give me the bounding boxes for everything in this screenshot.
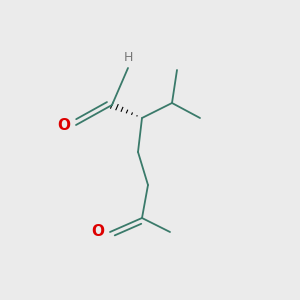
Text: O: O <box>91 224 104 239</box>
Text: O: O <box>57 118 70 133</box>
Text: H: H <box>123 51 133 64</box>
